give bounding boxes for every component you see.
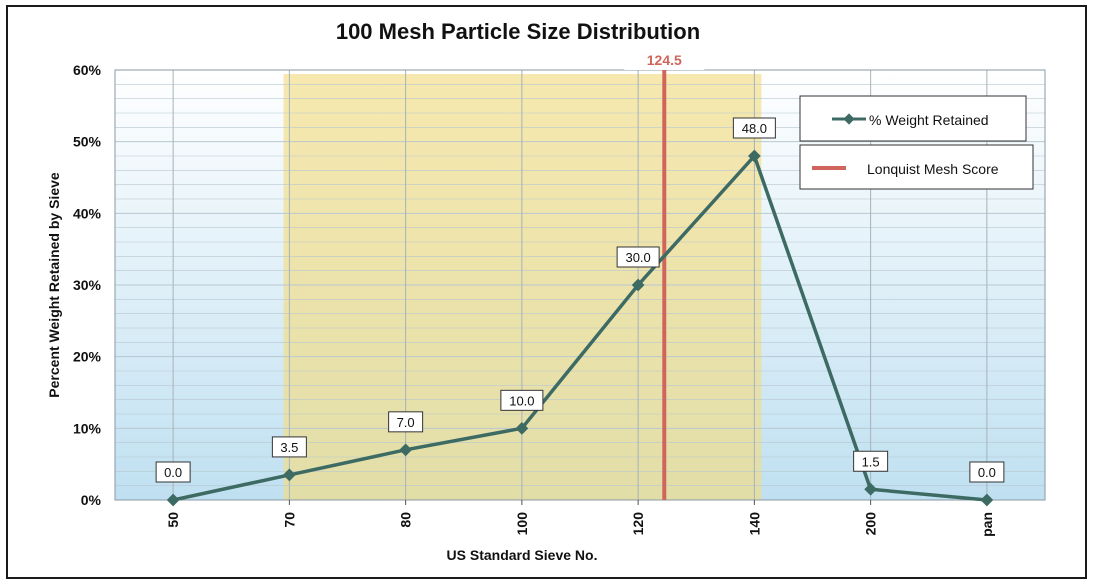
chart-title: 100 Mesh Particle Size Distribution: [336, 19, 700, 44]
data-label-box: [271, 436, 307, 458]
x-tick-label: pan: [979, 512, 995, 537]
x-tick-label: 100: [514, 512, 530, 536]
y-tick-label: 40%: [73, 205, 102, 221]
data-labels: 0.0 3.5 7.0 10.0 30.0 48.0 1.5 0.0: [155, 117, 1005, 483]
data-label-box: [969, 461, 1005, 483]
mesh-score-label-box: [624, 46, 705, 70]
data-label-box: [155, 461, 191, 483]
data-label-box: [388, 411, 424, 433]
data-label: 30.0: [625, 250, 650, 265]
data-label-box: [500, 389, 544, 411]
data-point: [166, 493, 180, 507]
data-point: [283, 468, 296, 482]
data-label-box: [732, 117, 776, 139]
data-point: [399, 443, 412, 457]
mesh-score-label: 124.5: [647, 52, 682, 68]
data-label: 3.5: [280, 440, 298, 455]
series-line: [172, 154, 988, 502]
y-tick-label: 10%: [73, 420, 102, 436]
data-label-box: [616, 246, 660, 268]
x-axis: 50 70 80 100 120 140 200 pan: [165, 500, 995, 537]
y-tick-label: 50%: [73, 134, 102, 150]
data-label: 7.0: [397, 415, 415, 430]
legend-series-label: % Weight Retained: [869, 112, 989, 128]
data-label: 1.5: [862, 454, 880, 469]
legend: % Weight Retained Lonquist Mesh Score: [799, 95, 1034, 190]
y-axis: 0% 10% 20% 30% 40% 50% 60%: [73, 62, 102, 508]
highlight-band: [283, 74, 762, 500]
x-tick-label: 80: [398, 512, 414, 528]
legend-score-label: Lonquist Mesh Score: [867, 161, 999, 177]
y-tick-label: 0%: [81, 492, 102, 508]
y-tick-label: 20%: [73, 349, 102, 365]
data-label: 0.0: [164, 465, 182, 480]
x-tick-label: 140: [746, 512, 762, 536]
plot-border: [114, 69, 1046, 501]
data-label: 48.0: [742, 121, 767, 136]
series-weight-retained: [166, 149, 994, 507]
data-label: 10.0: [509, 393, 534, 408]
y-axis-title: Percent Weight Retained by Sieve: [46, 172, 62, 398]
x-tick-label: 50: [165, 512, 181, 528]
y-tick-label: 30%: [73, 277, 102, 293]
x-axis-title: US Standard Sieve No.: [447, 547, 598, 563]
data-label: 0.0: [978, 465, 996, 480]
data-label-box: [853, 450, 889, 472]
x-tick-label: 200: [863, 512, 879, 536]
x-tick-label: 120: [630, 512, 646, 536]
x-tick-label: 70: [281, 512, 297, 528]
y-tick-label: 60%: [73, 62, 102, 78]
